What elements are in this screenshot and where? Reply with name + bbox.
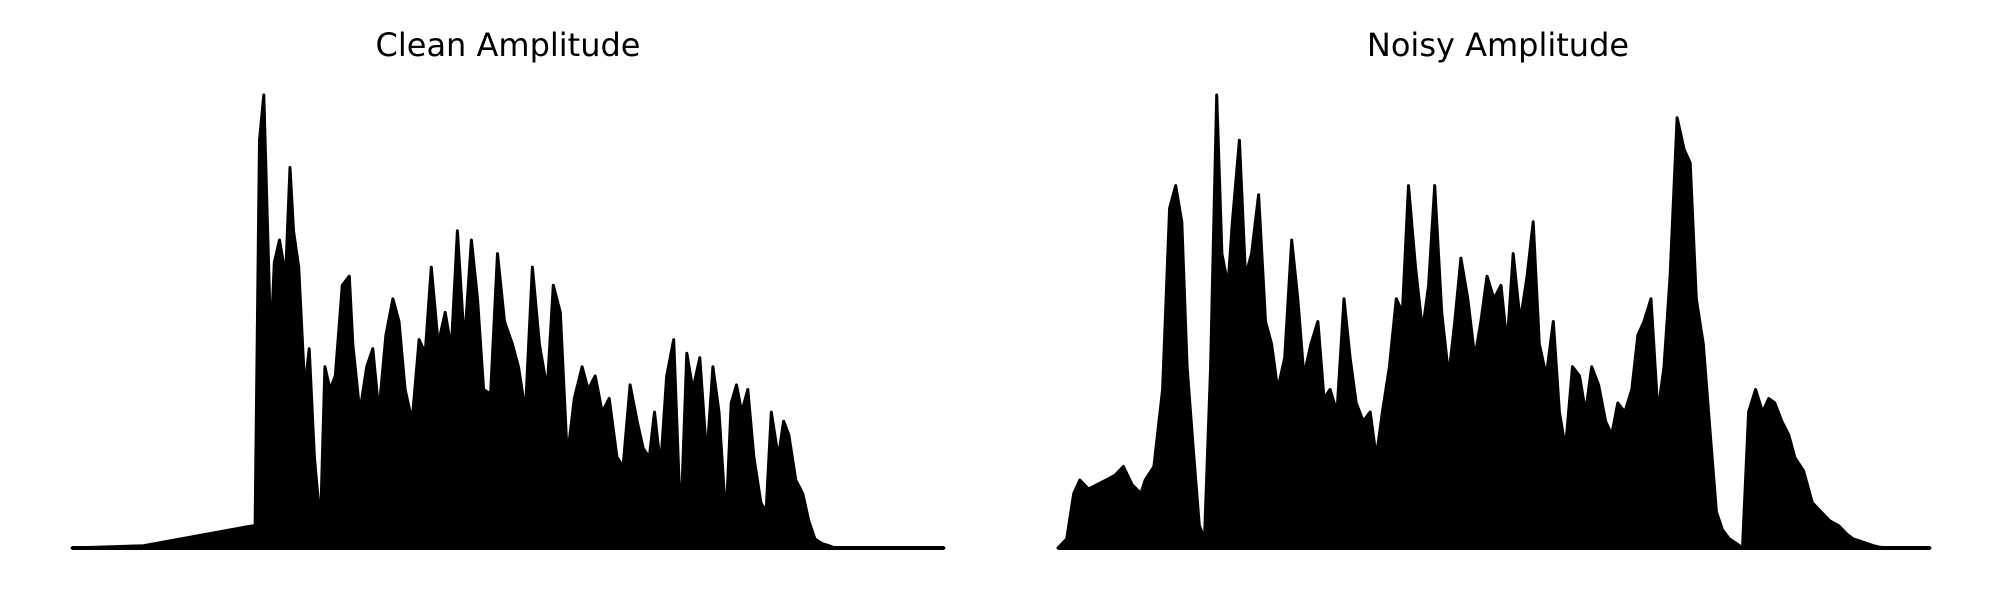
amplitude-area [1056, 93, 1932, 550]
chart-title: Clean Amplitude [376, 26, 641, 64]
clean-amplitude-panel: Clean Amplitude [70, 26, 946, 550]
plot-area [70, 93, 946, 550]
noisy-amplitude-panel: Noisy Amplitude [1056, 26, 1932, 550]
amplitude-area [70, 93, 946, 550]
chart-title: Noisy Amplitude [1367, 26, 1629, 64]
plot-area [1056, 93, 1932, 550]
